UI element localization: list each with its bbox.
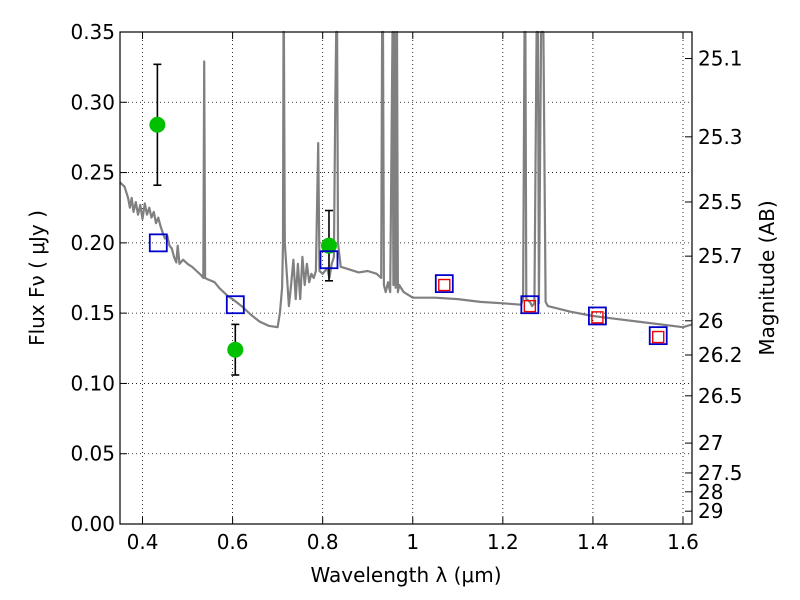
x-axis-title: Wavelength λ (μm) xyxy=(310,563,501,587)
model-flux-square xyxy=(588,306,607,326)
right-tick-label: 29 xyxy=(698,499,723,523)
x-tick-label: 1.6 xyxy=(667,530,699,554)
predicted-flux-square xyxy=(438,278,451,292)
y-tick-label: 0.25 xyxy=(70,161,115,185)
y-ticks: 0.00 0.05 0.10 0.15 0.20 0.25 0.30 0.35 xyxy=(70,20,127,536)
marker-layer xyxy=(148,116,668,358)
errorbar-layer xyxy=(153,63,333,376)
y-axis-right-title: Magnitude (AB) xyxy=(755,200,779,355)
model-flux-square xyxy=(225,295,245,315)
model-flux-square xyxy=(520,295,540,315)
right-tick-label: 25.3 xyxy=(698,125,743,149)
right-tick-label: 26 xyxy=(698,309,723,333)
predicted-flux-square xyxy=(523,299,537,313)
y-tick-label: 0.00 xyxy=(70,512,115,536)
x-tick-label: 0.6 xyxy=(217,530,249,554)
model-flux-square xyxy=(648,326,668,346)
y-tick-label: 0.20 xyxy=(70,231,115,255)
right-tick-label: 26.2 xyxy=(698,343,743,367)
spectrum-layer xyxy=(119,30,693,329)
right-tick-label: 25.7 xyxy=(698,244,743,268)
observed-flux-point xyxy=(149,116,166,133)
right-tick-label: 25.5 xyxy=(698,190,743,214)
right-tick-label: 28 xyxy=(698,480,723,504)
model-flux-square xyxy=(434,274,454,294)
y-tick-label: 0.15 xyxy=(70,301,115,325)
predicted-flux-square xyxy=(652,330,665,344)
y-tick-label: 0.30 xyxy=(70,90,115,114)
predicted-flux-square xyxy=(591,311,604,324)
x-tick-label: 1.4 xyxy=(577,530,609,554)
model-flux-square xyxy=(148,233,168,253)
right-tick-label: 25.1 xyxy=(698,47,743,71)
observed-flux-point xyxy=(227,341,244,358)
x-tick-label: 0.8 xyxy=(307,530,339,554)
y-tick-label: 0.10 xyxy=(70,371,115,395)
y-tick-label: 0.05 xyxy=(70,442,115,466)
right-tick-label: 27.5 xyxy=(698,461,743,485)
model-spectrum-line xyxy=(119,30,693,329)
x-tick-label: 0.4 xyxy=(127,530,159,554)
right-tick-label: 27 xyxy=(698,431,723,455)
plot-frame xyxy=(119,31,693,525)
x-ticks: 0.4 0.6 0.8 1 1.2 1.4 1.6 xyxy=(127,32,699,554)
y-tick-label: 0.35 xyxy=(70,20,115,44)
x-tick-label: 1.2 xyxy=(487,530,519,554)
y-axis-title: Flux Fν ( μJy ) xyxy=(25,210,49,346)
observed-flux-point xyxy=(320,237,337,254)
model-flux-square xyxy=(319,250,339,270)
x-tick-label: 1 xyxy=(406,530,419,554)
right-tick-label: 26.5 xyxy=(698,384,743,408)
